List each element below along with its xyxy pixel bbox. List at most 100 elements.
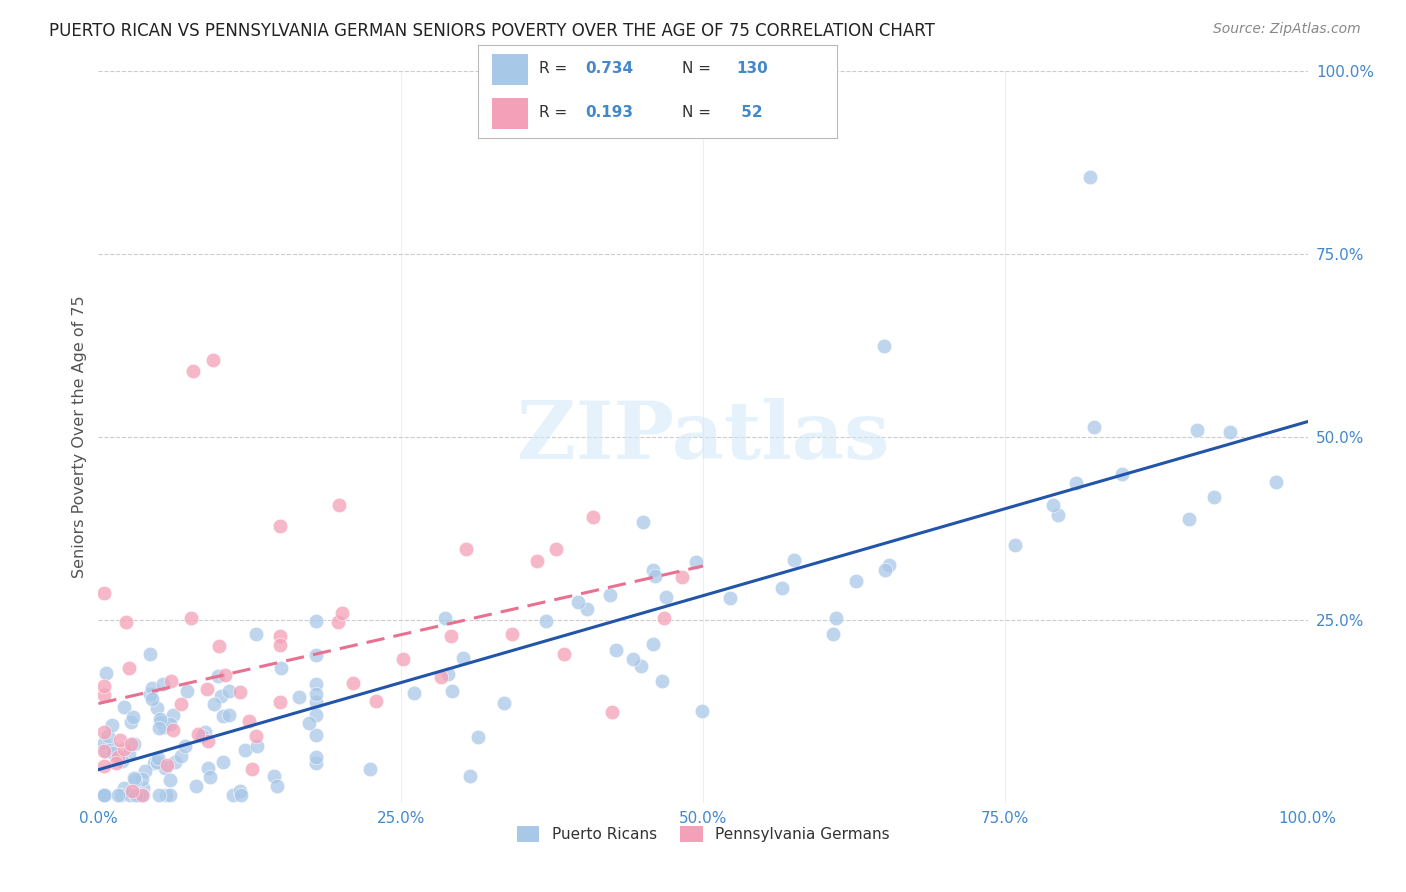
Point (575, 602, 598, 616)
Point (567, 595, 589, 609)
Point (155, 757, 177, 772)
Point (440, 629, 463, 643)
Point (305, 695, 328, 709)
Point (770, 581, 793, 595)
Point (229, 784, 252, 798)
Point (162, 708, 184, 723)
Point (1185, 423, 1208, 437)
Point (93, 789, 115, 803)
Point (877, 558, 900, 573)
Point (93, 725, 115, 739)
Point (553, 647, 575, 661)
Point (402, 686, 425, 700)
Point (198, 770, 221, 784)
Point (110, 789, 132, 803)
FancyBboxPatch shape (492, 54, 529, 85)
Text: N =: N = (682, 62, 711, 77)
Point (121, 784, 143, 798)
Point (174, 739, 197, 753)
Point (467, 730, 489, 744)
Point (218, 707, 240, 722)
Point (107, 749, 129, 764)
Point (132, 789, 155, 803)
Point (162, 723, 184, 737)
Point (122, 709, 145, 723)
Point (605, 642, 627, 657)
Point (195, 681, 218, 696)
Point (181, 364, 204, 378)
Point (644, 569, 666, 583)
Point (155, 789, 177, 803)
Text: 0.193: 0.193 (585, 105, 634, 120)
Point (305, 648, 328, 662)
Point (209, 690, 232, 704)
Point (221, 789, 243, 803)
Point (366, 693, 388, 707)
Point (1004, 538, 1026, 552)
Point (93, 789, 115, 803)
Text: ZIPatlas: ZIPatlas (517, 398, 889, 476)
Point (159, 773, 181, 788)
Point (176, 684, 198, 698)
Point (107, 789, 129, 803)
Point (718, 591, 741, 606)
Point (155, 761, 177, 775)
Point (328, 498, 350, 512)
Point (305, 749, 328, 764)
Point (207, 669, 229, 683)
Point (305, 728, 328, 742)
Point (139, 687, 162, 701)
Point (112, 700, 135, 714)
Point (145, 701, 167, 715)
Point (1047, 508, 1070, 523)
Point (197, 734, 219, 748)
Point (492, 697, 515, 711)
Point (1042, 499, 1064, 513)
Point (197, 762, 219, 776)
Point (148, 721, 170, 735)
Point (1219, 425, 1241, 439)
Point (93, 744, 115, 758)
Point (298, 716, 321, 731)
Point (330, 607, 353, 621)
Point (451, 651, 474, 665)
Point (845, 574, 868, 589)
Point (184, 779, 207, 793)
Point (149, 712, 172, 726)
Point (305, 676, 328, 690)
Point (233, 742, 256, 756)
Point (269, 629, 291, 643)
Point (101, 718, 124, 732)
Point (305, 756, 328, 771)
Point (326, 615, 349, 629)
Point (148, 789, 170, 803)
Point (454, 541, 477, 556)
Point (240, 762, 263, 776)
Point (690, 704, 713, 718)
Point (129, 789, 152, 803)
Point (120, 737, 142, 751)
Point (501, 626, 523, 640)
Point (132, 780, 155, 795)
Point (263, 769, 285, 783)
Point (245, 627, 267, 641)
Point (1111, 467, 1133, 481)
Text: PUERTO RICAN VS PENNSYLVANIA GERMAN SENIORS POVERTY OVER THE AGE OF 75 CORRELATI: PUERTO RICAN VS PENNSYLVANIA GERMAN SENI… (49, 22, 935, 40)
Point (1264, 475, 1286, 490)
Point (655, 591, 678, 605)
Point (141, 692, 163, 706)
Point (1178, 511, 1201, 525)
Point (782, 553, 804, 567)
Point (269, 519, 291, 533)
FancyBboxPatch shape (492, 98, 529, 129)
Point (685, 556, 707, 570)
Point (266, 779, 288, 793)
Point (122, 771, 145, 785)
Point (165, 755, 187, 769)
Point (602, 705, 624, 719)
Point (101, 741, 124, 756)
Point (202, 697, 225, 711)
Point (118, 661, 141, 675)
Point (544, 541, 567, 556)
Point (391, 652, 413, 666)
